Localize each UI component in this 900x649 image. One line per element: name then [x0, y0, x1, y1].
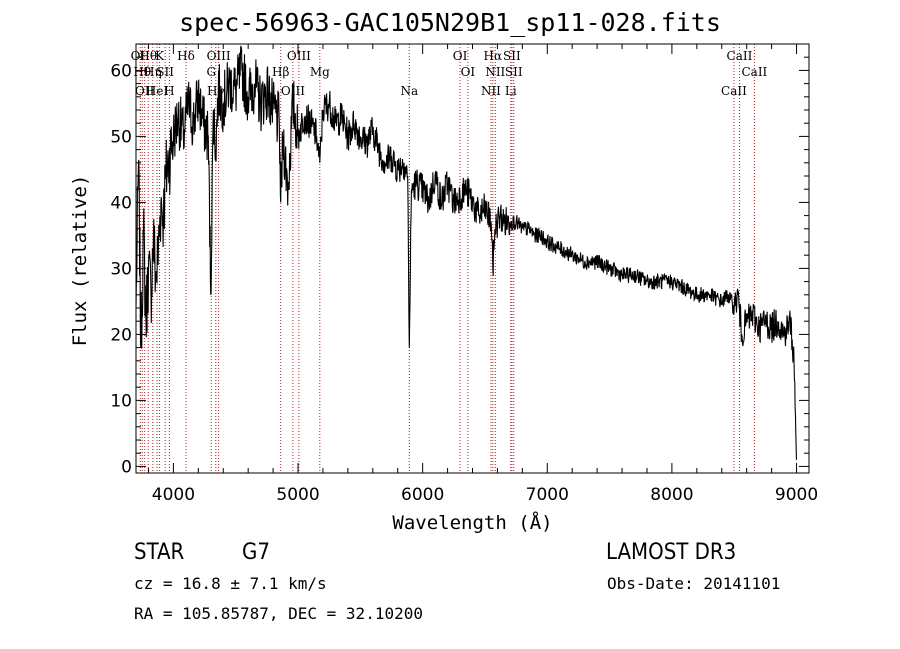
y-tick-label: 30	[110, 259, 132, 279]
line-marker-label: SII	[156, 65, 174, 79]
x-tick-label: 5000	[276, 485, 319, 505]
x-tick-label: 6000	[401, 485, 444, 505]
line-marker-label: CaII	[727, 49, 753, 63]
marker-labels-layer: OIIHθOIIHθHηHeIKSIIHHδGHγOIIIHβOIIIOIIIM…	[131, 49, 768, 98]
y-tick-label: 20	[110, 325, 132, 345]
spectral-subclass: G7	[242, 540, 270, 565]
x-tick-label: 7000	[526, 485, 569, 505]
line-marker-label: Na	[400, 84, 418, 98]
y-axis-label: Flux (relative)	[69, 175, 91, 347]
line-marker-label: HeI	[146, 84, 169, 98]
line-marker-label: G	[206, 65, 216, 79]
line-marker-label: OIII	[207, 49, 231, 63]
line-marker-label: Li	[505, 84, 517, 98]
line-marker-label: OII	[135, 84, 155, 98]
line-marker-label: CaII	[741, 65, 767, 79]
y-tick-label: 50	[110, 127, 132, 147]
line-marker-label: Hα	[484, 49, 503, 63]
survey-name: LAMOST DR3	[606, 540, 737, 565]
line-marker-label: OII	[131, 49, 151, 63]
line-marker-label: OI	[461, 65, 476, 79]
line-marker-label: H	[164, 84, 174, 98]
line-marker-label: SII	[505, 65, 523, 79]
observation-date: Obs-Date: 20141101	[607, 574, 781, 593]
line-marker-label: OIII	[287, 49, 311, 63]
line-marker-label: K	[155, 49, 165, 63]
line-marker-label: Hβ	[272, 65, 289, 79]
line-marker-label: Hγ	[207, 84, 225, 98]
plot-frame	[135, 43, 810, 474]
y-tick-label: 0	[121, 457, 132, 477]
x-tick-label: 9000	[775, 485, 818, 505]
x-axis-label: Wavelength (Å)	[392, 511, 552, 534]
line-marker-label: Mg	[310, 65, 330, 79]
line-marker-label: Hδ	[177, 49, 195, 63]
line-marker-label: NII	[485, 65, 505, 79]
axes-layer	[135, 43, 810, 474]
line-markers-layer	[139, 44, 755, 473]
x-tick-label: 8000	[650, 485, 693, 505]
coordinates-readout: RA = 105.85787, DEC = 32.10200	[134, 604, 423, 623]
object-type: STAR	[134, 540, 185, 565]
line-marker-label: SII	[503, 49, 521, 63]
ticks-layer: 4000 5000 6000 7000 8000 9000 0 10 20 30 40 50 60 Wav…	[69, 44, 818, 534]
x-tick-label: 4000	[152, 485, 195, 505]
redshift-readout: cz = 16.8 ± 7.1 km/s	[134, 574, 327, 593]
line-marker-label: Hη	[144, 65, 162, 79]
line-marker-label: OI	[453, 49, 468, 63]
line-marker-label: CaII	[721, 84, 747, 98]
line-marker-label: Hθ	[133, 65, 151, 79]
chart-title: spec-56963-GAC105N29B1_sp11-028.fits	[179, 8, 721, 37]
y-tick-label: 10	[110, 391, 132, 411]
line-marker-label: OIII	[281, 84, 305, 98]
line-marker-label: NII	[481, 84, 501, 98]
y-tick-label: 40	[110, 193, 132, 213]
line-marker-label: Hθ	[139, 49, 157, 63]
spectrum-layer	[135, 45, 798, 460]
spectrum-line	[135, 45, 798, 460]
y-tick-label: 60	[110, 61, 132, 81]
